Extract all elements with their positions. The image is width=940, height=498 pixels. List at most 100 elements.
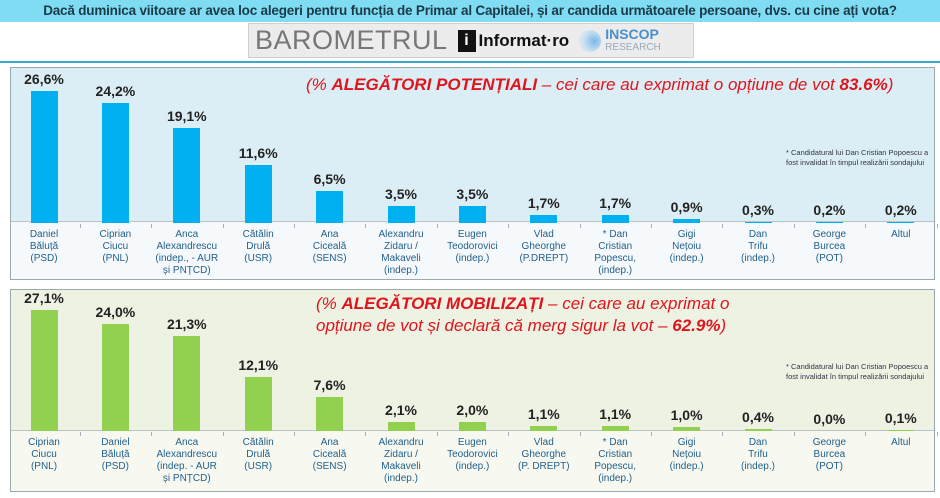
chart-title: (% ALEGĂTORI MOBILIZAȚI – cei care au ex… (316, 294, 730, 335)
axis-tick (365, 224, 367, 228)
bar (244, 165, 272, 223)
axis-tick (579, 432, 581, 436)
category-label: Altul (891, 437, 911, 448)
inscop-globe-icon (579, 29, 602, 52)
axis-tick (79, 224, 81, 228)
category-label: Ana Ciceală (SENS) (312, 437, 347, 472)
bar (316, 397, 344, 431)
data-label: 21,3% (166, 315, 207, 332)
data-label: 26,6% (24, 71, 64, 88)
axis-tick (222, 224, 224, 228)
bar (530, 214, 558, 223)
bar (101, 102, 129, 223)
category-label: Dan Trifu (indep.) (741, 229, 775, 264)
category-label: Vlad Gheorghe (P.DREPT) (519, 229, 569, 264)
divider (0, 61, 940, 63)
data-label: 0,1% (884, 409, 917, 426)
data-label: 24,0% (95, 303, 136, 320)
data-label: 0,9% (670, 198, 703, 215)
bar (173, 128, 201, 223)
bar (744, 429, 772, 431)
axis-tick (722, 432, 724, 436)
data-label: 1,7% (527, 194, 560, 211)
bar (30, 91, 58, 223)
axis-tick (79, 432, 81, 436)
bar (458, 205, 486, 223)
category-label: Altul (891, 229, 911, 240)
chart-mobilized-voters: (% ALEGĂTORI MOBILIZAȚI – cei care au ex… (10, 289, 938, 492)
category-label: Dan Trifu (indep.) (741, 437, 775, 472)
data-label: 7,6% (313, 377, 346, 394)
category-label: * Dan Cristian Popescu, (indep.) (594, 437, 637, 484)
informat-i-icon: i (457, 29, 476, 52)
bar (673, 426, 701, 431)
axis-tick (293, 224, 295, 228)
bar (887, 429, 915, 431)
axis-tick (865, 432, 867, 436)
axis-tick (293, 432, 295, 436)
bar (101, 323, 129, 431)
category-label: Ciprian Ciucu (PNL) (99, 229, 132, 264)
category-label: Daniel Băluță (PSD) (29, 229, 59, 264)
chart-potential-voters: (% ALEGĂTORI POTENȚIALI – cei care au ex… (10, 67, 938, 280)
axis-tick (222, 432, 224, 436)
bar (673, 218, 701, 223)
category-label: George Burcea (POT) (812, 229, 847, 264)
category-label: * Dan Cristian Popescu, (indep.) (594, 229, 637, 276)
footnote: * Candidatural lui Dan Cristian Popoescu… (786, 362, 929, 381)
footnote: * Candidatural lui Dan Cristian Popoescu… (786, 148, 929, 167)
data-label: 2,0% (456, 402, 489, 419)
logo-informat: i Informat·ro (457, 29, 569, 52)
axis-tick (151, 224, 153, 228)
bar (530, 426, 558, 431)
data-label: 0,2% (813, 201, 846, 218)
bar (173, 335, 201, 431)
axis-tick (579, 224, 581, 228)
bar (387, 205, 415, 223)
axis-tick (508, 432, 510, 436)
barometrul-logo: BAROMETRUL i Informat·ro INSCOP RESEARCH (248, 23, 694, 58)
category-label: Eugen Teodorovici (indep.) (447, 437, 498, 472)
category-label: Gigi Nețoiu (indep.) (669, 229, 704, 264)
data-label: 1,1% (599, 406, 632, 423)
bar (815, 221, 843, 223)
axis-tick (793, 224, 795, 228)
chart-title: (% ALEGĂTORI POTENȚIALI – cei care au ex… (306, 75, 894, 94)
axis-tick (508, 224, 510, 228)
axis-tick (865, 224, 867, 228)
data-label: 3,5% (385, 185, 417, 202)
bar (244, 376, 272, 431)
category-label: Ana Ciceală (SENS) (312, 229, 347, 264)
category-label: Cătălin Drulă (USR) (242, 437, 274, 472)
data-label: 3,5% (456, 185, 489, 202)
axis-tick (722, 224, 724, 228)
data-label: 1,1% (527, 406, 560, 423)
category-label: Vlad Gheorghe (P. DREPT) (518, 437, 570, 472)
category-label: Cătălin Drulă (USR) (242, 229, 274, 264)
category-label: Alexandru Zidaru / Makaveli (indep.) (378, 437, 424, 484)
data-label: 6,5% (313, 170, 346, 187)
data-label: 19,1% (166, 108, 207, 125)
axis-tick (650, 432, 652, 436)
category-label: George Burcea (POT) (812, 437, 847, 472)
survey-question: Dacă duminica viitoare ar avea loc alege… (0, 0, 940, 22)
logo-inscop: INSCOP RESEARCH (579, 27, 661, 54)
bar (601, 214, 629, 223)
data-label: 1,7% (599, 194, 632, 211)
logo-barometrul: BAROMETRUL (255, 25, 448, 55)
category-label: Ciprian Ciucu (PNL) (28, 437, 60, 472)
axis-tick (436, 432, 438, 436)
axis-tick (650, 224, 652, 228)
bar (887, 221, 915, 223)
axis-tick (151, 432, 153, 436)
category-label: Anca Alexandrescu (indep., - AUR și PNȚC… (155, 229, 219, 276)
data-label: 0,2% (884, 201, 917, 218)
axis-tick (936, 432, 938, 436)
category-label: Daniel Băluță (PSD) (101, 437, 130, 472)
bar (30, 309, 58, 431)
bar (744, 221, 772, 223)
category-label: Eugen Teodorovici (indep.) (447, 229, 498, 264)
bar (387, 421, 415, 431)
data-label: 27,1% (24, 289, 64, 306)
axis-tick (436, 224, 438, 228)
